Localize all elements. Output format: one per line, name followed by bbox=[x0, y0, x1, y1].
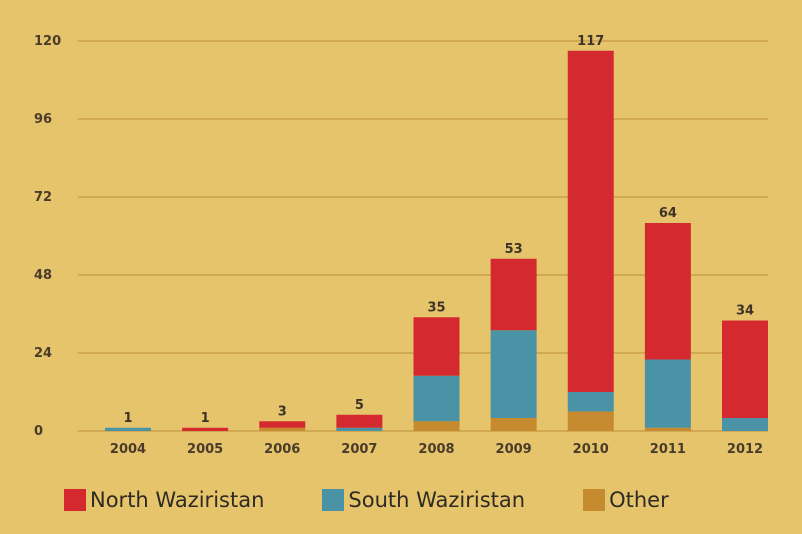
x-tick-label-2012: 2012 bbox=[727, 442, 763, 457]
total-label-2009: 53 bbox=[505, 242, 523, 257]
total-label-2008: 35 bbox=[427, 300, 445, 315]
legend-swatch-south-waziristan bbox=[322, 489, 345, 511]
bar-2009-south-waziristan bbox=[490, 330, 537, 418]
legend-label-other: Other bbox=[609, 488, 669, 512]
y-tick-label-24: 24 bbox=[34, 346, 52, 361]
total-label-2004: 1 bbox=[123, 411, 132, 426]
total-label-2006: 3 bbox=[278, 404, 287, 419]
bar-2010-north-waziristan bbox=[567, 50, 614, 392]
total-label-2011: 64 bbox=[659, 206, 677, 221]
bar-2007-north-waziristan bbox=[336, 414, 383, 428]
y-axis-ticks: 0 24 48 72 96 120 bbox=[34, 34, 61, 439]
y-tick-label-120: 120 bbox=[34, 34, 61, 49]
bar-2004-south-waziristan bbox=[105, 427, 151, 431]
x-tick-label-2006: 2006 bbox=[264, 442, 300, 457]
y-tick-label-72: 72 bbox=[34, 190, 52, 205]
y-tick-label-0: 0 bbox=[34, 424, 43, 439]
bar-2009-north-waziristan bbox=[490, 258, 537, 331]
x-tick-label-2009: 2009 bbox=[496, 442, 532, 457]
bar-2005-north-waziristan bbox=[182, 427, 229, 431]
total-label-2012: 34 bbox=[736, 304, 754, 319]
legend-swatch-other bbox=[583, 489, 606, 511]
bar-2008-north-waziristan bbox=[413, 317, 460, 376]
legend-item-north-waziristan: North Waziristan bbox=[64, 488, 264, 512]
bars bbox=[105, 50, 768, 431]
y-tick-label-48: 48 bbox=[34, 268, 52, 283]
legend: North Waziristan South Waziristan Other bbox=[64, 488, 669, 512]
legend-item-other: Other bbox=[583, 488, 669, 512]
legend-label-north-waziristan: North Waziristan bbox=[90, 488, 265, 512]
legend-label-south-waziristan: South Waziristan bbox=[348, 488, 526, 512]
y-tick-label-96: 96 bbox=[34, 112, 52, 127]
total-label-2005: 1 bbox=[201, 411, 210, 426]
bar-2011-other bbox=[644, 427, 691, 431]
bar-2010-other bbox=[567, 411, 614, 431]
x-tick-label-2011: 2011 bbox=[650, 442, 686, 457]
bar-2011-south-waziristan bbox=[644, 359, 691, 428]
bar-2008-other bbox=[413, 421, 460, 431]
legend-swatch-north-waziristan bbox=[64, 489, 86, 511]
x-tick-label-2008: 2008 bbox=[418, 442, 454, 457]
x-tick-label-2007: 2007 bbox=[341, 442, 377, 457]
x-axis-ticks: 2004 2005 2006 2007 2008 2009 2010 2011 2012 bbox=[110, 442, 763, 457]
x-tick-label-2005: 2005 bbox=[187, 442, 223, 457]
bar-2012-north-waziristan bbox=[722, 320, 768, 418]
x-tick-label-2004: 2004 bbox=[110, 442, 146, 457]
bar-2011-north-waziristan bbox=[644, 223, 691, 360]
x-tick-label-2010: 2010 bbox=[573, 442, 609, 457]
bar-2006-other bbox=[259, 427, 306, 431]
bar-2006-north-waziristan bbox=[259, 421, 306, 428]
bar-2012-south-waziristan bbox=[722, 418, 768, 431]
bar-2008-south-waziristan bbox=[413, 375, 460, 422]
total-label-2007: 5 bbox=[355, 398, 364, 413]
legend-item-south-waziristan: South Waziristan bbox=[322, 488, 525, 512]
bar-2010-south-waziristan bbox=[567, 392, 614, 412]
total-label-2010: 117 bbox=[577, 34, 604, 49]
bar-2009-other bbox=[490, 418, 537, 431]
bar-2007-south-waziristan bbox=[336, 427, 383, 431]
